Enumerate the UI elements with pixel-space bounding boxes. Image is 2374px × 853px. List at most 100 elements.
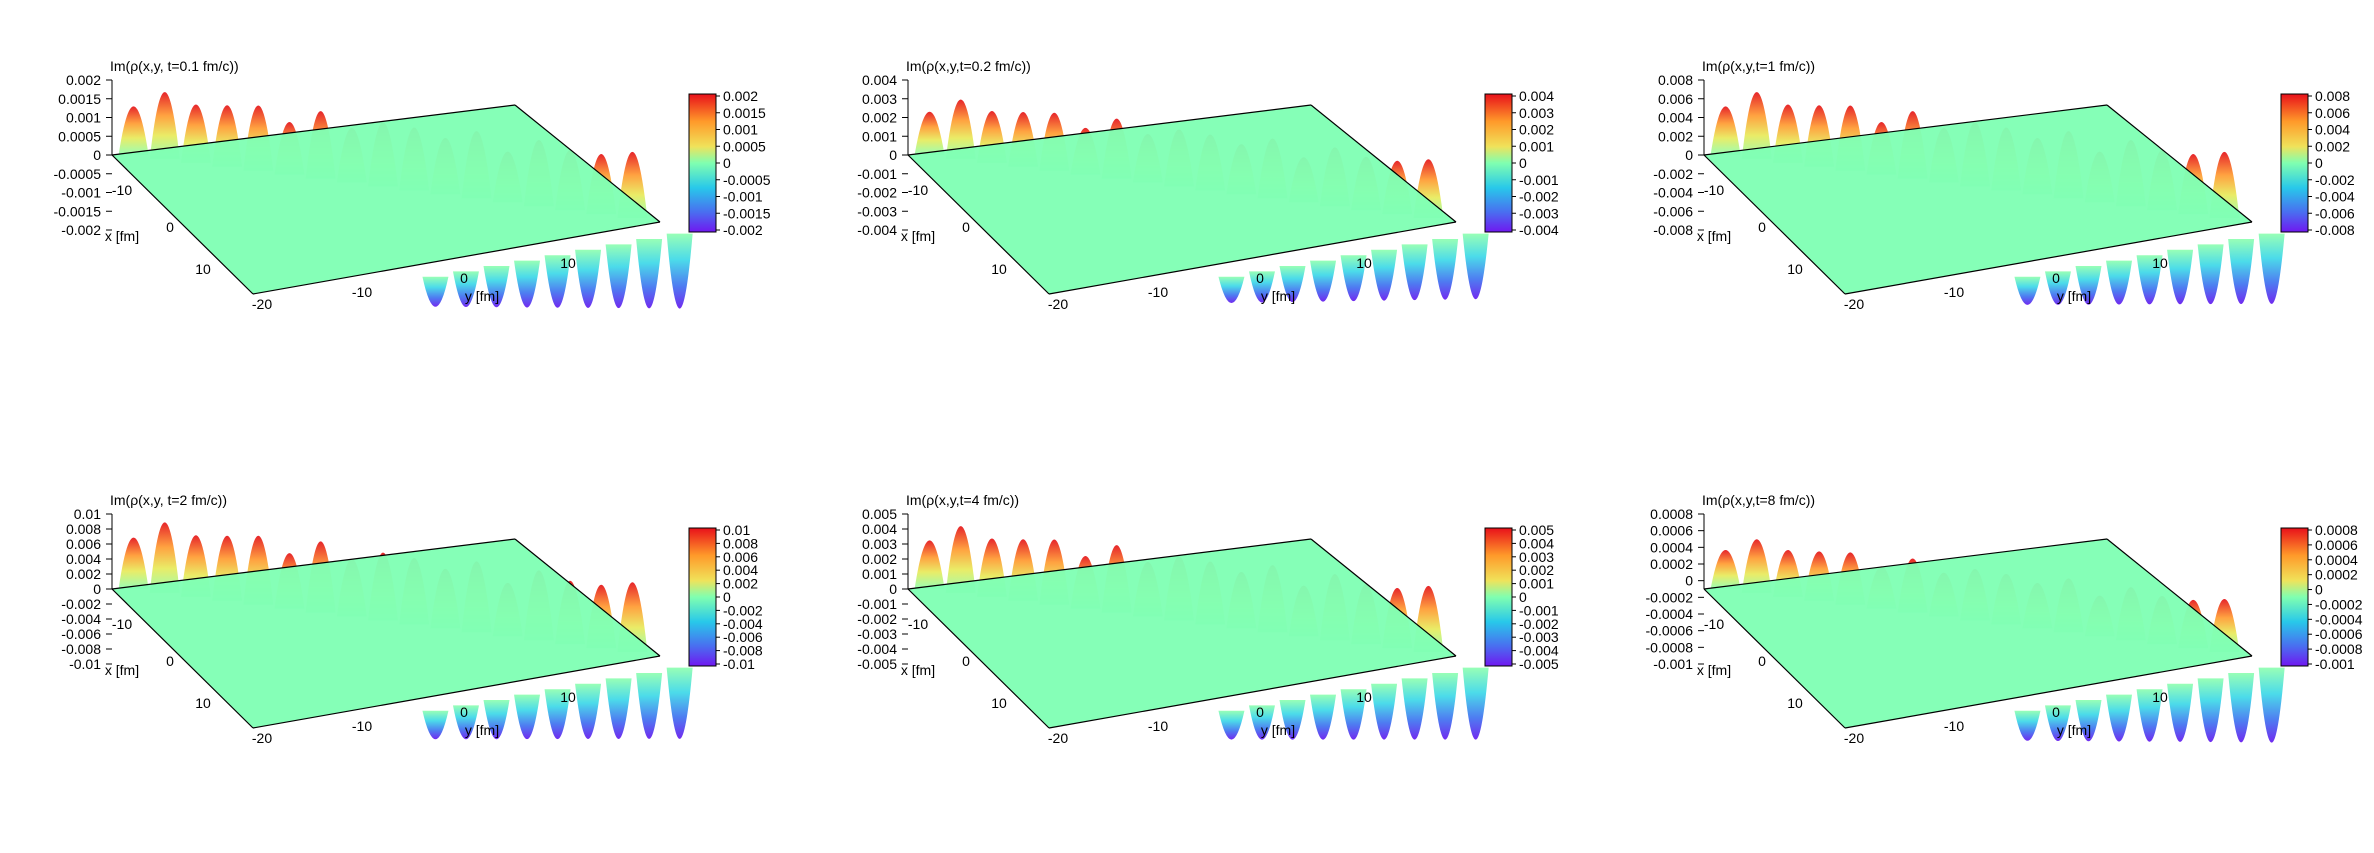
colorbar-tick-label: 0.001	[1519, 576, 1554, 592]
z-tick-label: 0	[889, 581, 897, 597]
z-tick-label: -0.004	[61, 611, 101, 627]
colorbar-tick-label: 0	[1519, 155, 1527, 171]
y-tick-label: 10	[2152, 255, 2168, 271]
colorbar-tick-label: 0	[723, 589, 731, 605]
surface-peak	[914, 111, 945, 155]
surface-trough	[1462, 667, 1489, 740]
colorbar-tick-label: -0.002	[1519, 189, 1559, 205]
colorbar-tick-label: 0.002	[1519, 122, 1554, 138]
x-tick-label: -10	[1704, 616, 1724, 632]
z-tick-label: 0.002	[862, 551, 897, 567]
colorbar-tick-label: -0.006	[723, 629, 763, 645]
axis-line	[1703, 538, 2108, 590]
surface-plane	[908, 539, 1456, 728]
surface-trough	[2258, 233, 2285, 304]
colorbar-tick-label: 0.003	[1519, 549, 1554, 565]
z-tick-label: -0.005	[857, 656, 897, 672]
chart-title: Im(ρ(x,y,t=0.2 fm/c))	[906, 58, 1031, 74]
z-tick-label: -0.006	[61, 626, 101, 642]
surface-peak	[118, 537, 149, 589]
colorbar-tick-label: 0.001	[723, 122, 758, 138]
surface-plane	[112, 539, 660, 728]
colorbar-tick-label: 0.0006	[2315, 537, 2358, 553]
colorbar-tick-label: -0.002	[723, 602, 763, 618]
y-tick-label: 10	[1356, 255, 1372, 271]
y-axis-label: y [fm]	[1261, 722, 1295, 738]
surface-trough	[636, 673, 663, 739]
surface-trough	[2258, 667, 2285, 743]
z-tick-label: -0.0004	[1646, 606, 1694, 622]
z-tick-label: 0.0006	[1650, 523, 1693, 539]
surface-trough	[2014, 276, 2041, 305]
y-tick-label: 10	[560, 689, 576, 705]
z-tick-label: -0.0015	[54, 203, 102, 219]
surface-trough	[1462, 233, 1489, 300]
x-tick-label: 10	[1787, 261, 1803, 277]
x-axis-label: x [fm]	[901, 662, 935, 678]
surface-trough	[605, 244, 632, 309]
z-tick-label: -0.002	[61, 222, 101, 238]
chart-title: Im(ρ(x,y,t=8 fm/c))	[1702, 492, 1815, 508]
z-tick-label: -0.002	[1653, 166, 1693, 182]
surface-trough	[514, 260, 541, 308]
panel-4: Im(ρ(x,y, t=2 fm/c))0.010.0080.0060.0040…	[61, 492, 763, 746]
x-tick-label: 10	[991, 695, 1007, 711]
colorbar-tick-label: -0.0005	[723, 172, 771, 188]
surface-peak	[945, 526, 976, 593]
colorbar-tick-label: 0.0005	[723, 138, 766, 154]
z-tick-label: 0.004	[1658, 110, 1693, 126]
surface-trough	[483, 700, 510, 740]
z-tick-label: 0	[93, 147, 101, 163]
colorbar	[1484, 93, 1513, 233]
z-tick-label: -0.002	[857, 611, 897, 627]
z-tick-label: -0.003	[857, 203, 897, 219]
colorbar-tick-label: -0.001	[1519, 602, 1559, 618]
x-tick-label: 10	[195, 261, 211, 277]
y-tick-label: -10	[1944, 718, 1964, 734]
z-tick-label: 0.0005	[58, 128, 101, 144]
z-tick-label: -0.001	[857, 166, 897, 182]
axis-line	[111, 588, 254, 729]
x-tick-label: 0	[1758, 219, 1766, 235]
colorbar-tick-label: -0.0006	[2315, 626, 2363, 642]
x-tick-label: 0	[962, 653, 970, 669]
z-tick-label: -0.002	[61, 596, 101, 612]
chart-title: Im(ρ(x,y,t=4 fm/c))	[906, 492, 1019, 508]
y-tick-label: 0	[2052, 270, 2060, 286]
surface-plane	[908, 105, 1456, 294]
z-tick-label: 0.005	[862, 506, 897, 522]
axis-line	[514, 104, 661, 223]
chart-title: Im(ρ(x,y,t=1 fm/c))	[1702, 58, 1815, 74]
colorbar-tick-label: 0.008	[2315, 88, 2350, 104]
surface-trough	[1310, 260, 1337, 302]
z-tick-label: 0.003	[862, 536, 897, 552]
colorbar	[688, 527, 717, 667]
surface-trough	[2014, 710, 2041, 741]
colorbar-tick-label: -0.001	[723, 189, 763, 205]
axis-line	[252, 655, 661, 729]
surface-peak	[945, 99, 976, 159]
axis-line	[1048, 655, 1457, 729]
surface-trough	[1401, 678, 1428, 740]
y-tick-label: 10	[1356, 689, 1372, 705]
colorbar-tick-label: -0.008	[2315, 222, 2355, 238]
axis-line	[2106, 104, 2253, 223]
surface-trough	[514, 694, 541, 740]
x-axis-label: x [fm]	[105, 662, 139, 678]
x-tick-label: 10	[991, 261, 1007, 277]
colorbar-tick-label: 0.002	[723, 88, 758, 104]
z-tick-label: 0.0004	[1650, 539, 1693, 555]
panel-6: Im(ρ(x,y,t=8 fm/c))0.00080.00060.00040.0…	[1646, 492, 2363, 746]
x-tick-label: 0	[166, 653, 174, 669]
surface-trough	[1310, 694, 1337, 740]
surface-troughs	[1218, 667, 1489, 740]
x-axis-label: x [fm]	[1697, 228, 1731, 244]
x-tick-label: -10	[112, 616, 132, 632]
z-tick-label: -0.004	[1653, 185, 1693, 201]
panel-1: Im(ρ(x,y, t=0.1 fm/c))0.0020.00150.0010.…	[54, 58, 771, 312]
axis-line	[1844, 655, 2253, 729]
z-tick-label: -0.001	[857, 596, 897, 612]
surface-trough	[636, 239, 663, 309]
colorbar-tick-label: -0.004	[2315, 189, 2355, 205]
